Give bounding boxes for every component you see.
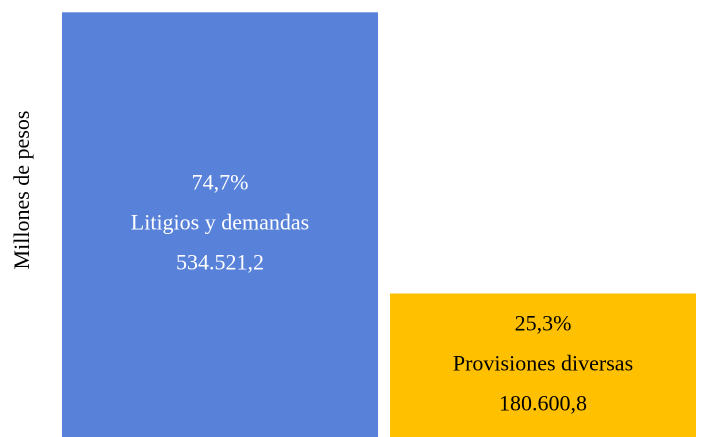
percentage-label: 74,7% (192, 170, 249, 195)
category-label: Provisiones diversas (453, 350, 633, 375)
category-label: Litigios y demandas (131, 210, 309, 235)
bar (390, 293, 696, 437)
percentage-label: 25,3% (515, 310, 572, 335)
value-label: 534.521,2 (176, 250, 264, 275)
y-axis-label: Millones de pesos (9, 111, 34, 270)
value-label: 180.600,8 (499, 390, 587, 415)
bar (62, 12, 378, 437)
